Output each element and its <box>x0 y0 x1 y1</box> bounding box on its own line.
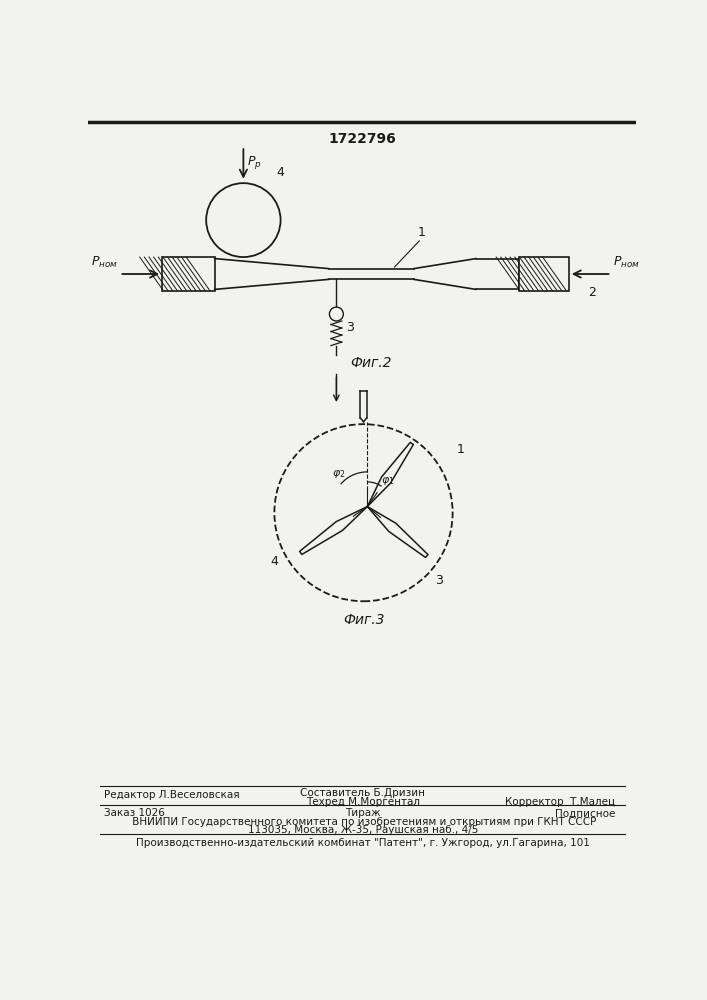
Text: $\varphi_2$: $\varphi_2$ <box>332 468 346 480</box>
Text: Подписное: Подписное <box>555 808 615 818</box>
Text: ВНИИПИ Государственного комитета по изобретениям и открытиям при ГКНТ СССР: ВНИИПИ Государственного комитета по изоб… <box>129 817 597 827</box>
Text: 3: 3 <box>346 321 354 334</box>
Text: 4: 4 <box>276 166 285 179</box>
Text: Редактор Л.Веселовская: Редактор Л.Веселовская <box>104 790 240 800</box>
Text: 1: 1 <box>457 443 464 456</box>
Text: 4: 4 <box>271 555 279 568</box>
Bar <box>518 257 569 291</box>
Text: 1722796: 1722796 <box>329 132 397 146</box>
Text: 113035, Москва, Ж-35, Раушская наб., 4/5: 113035, Москва, Ж-35, Раушская наб., 4/5 <box>247 825 478 835</box>
Text: Фиг.3: Фиг.3 <box>343 613 384 628</box>
Text: $P_{ном}$: $P_{ном}$ <box>91 255 118 270</box>
Text: Заказ 1026: Заказ 1026 <box>104 808 165 818</box>
Text: 1: 1 <box>418 226 426 239</box>
Circle shape <box>206 183 281 257</box>
Bar <box>162 257 215 291</box>
Text: Тираж: Тираж <box>345 808 380 818</box>
Text: $P_{ном}$: $P_{ном}$ <box>613 255 640 270</box>
Circle shape <box>274 424 452 601</box>
Text: $P_p$: $P_p$ <box>247 154 262 171</box>
Text: $\varphi_1$: $\varphi_1$ <box>381 475 395 487</box>
Text: Техред М.Моргентал: Техред М.Моргентал <box>305 797 420 807</box>
Text: 2: 2 <box>588 286 596 299</box>
Text: 3: 3 <box>435 574 443 587</box>
Text: Составитель Б.Дризин: Составитель Б.Дризин <box>300 788 425 798</box>
Text: Производственно-издательский комбинат "Патент", г. Ужгород, ул.Гагарина, 101: Производственно-издательский комбинат "П… <box>136 838 590 848</box>
Circle shape <box>329 307 344 321</box>
Text: Корректор  Т.Малец: Корректор Т.Малец <box>506 797 615 807</box>
Text: Фиг.2: Фиг.2 <box>351 356 392 370</box>
